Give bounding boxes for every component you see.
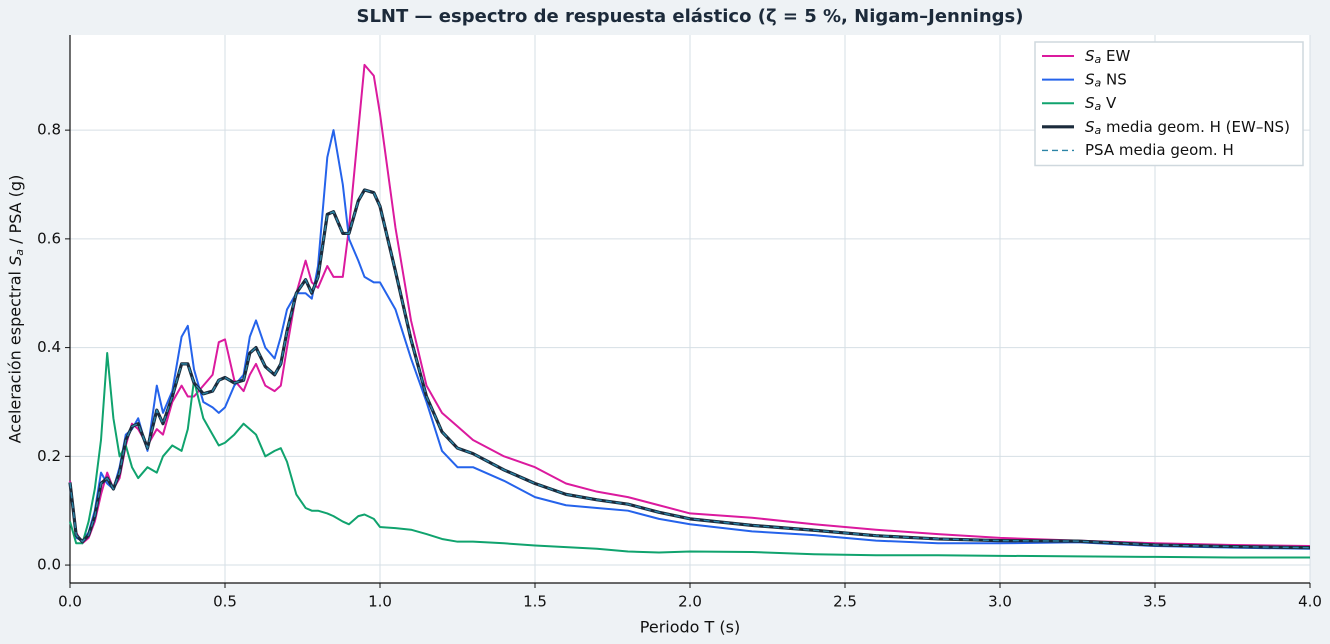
legend-label: Sa EW	[1085, 47, 1131, 67]
y-tick-label: 0.8	[37, 121, 61, 139]
x-tick-label: 1.5	[523, 593, 547, 611]
x-tick-label: 3.0	[988, 593, 1012, 611]
legend-label: PSA media geom. H	[1085, 141, 1234, 159]
y-tick-label: 0.2	[37, 447, 61, 465]
y-tick-label: 0.6	[37, 229, 61, 247]
x-tick-label: 1.0	[368, 593, 392, 611]
x-tick-label: 2.5	[833, 593, 857, 611]
legend-box	[1034, 41, 1304, 167]
x-tick-label: 0.5	[213, 593, 237, 611]
x-tick-label: 3.5	[1143, 593, 1167, 611]
line-series	[69, 63, 1311, 548]
x-axis-label: Periodo T (s)	[640, 618, 740, 637]
legend-label: Sa media geom. H (EW–NS)	[1085, 117, 1290, 137]
y-axis-label: Aceleración espectral Sa / PSA (g)	[6, 175, 27, 444]
legend-label: Sa V	[1085, 94, 1117, 114]
x-tick-label: 4.0	[1298, 593, 1322, 611]
x-tick-label: 2.0	[678, 593, 702, 611]
line-series	[69, 129, 1311, 550]
y-tick-label: 0.0	[37, 556, 61, 574]
line-series	[69, 352, 1310, 559]
y-tick-label: 0.4	[37, 338, 61, 356]
chart-title: SLNT — espectro de respuesta elástico (ζ…	[357, 6, 1024, 27]
legend-label: Sa NS	[1085, 70, 1127, 90]
x-tick-label: 0.0	[58, 593, 82, 611]
line-series	[69, 189, 1311, 549]
